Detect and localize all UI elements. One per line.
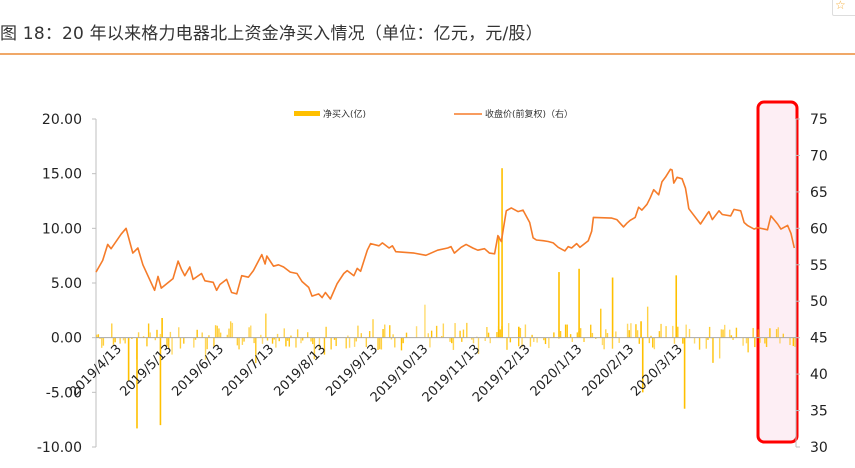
star-icon: ☆ bbox=[835, 0, 846, 12]
x-axis-tick: 2020/1/13 bbox=[528, 342, 586, 400]
left-axis-tick: 10.00 bbox=[42, 221, 82, 237]
x-axis-tick: 2019/6/13 bbox=[169, 342, 227, 400]
legend-close-price: 收盘价(前复权)（右） bbox=[485, 108, 573, 120]
right-axis-tick: 70 bbox=[810, 148, 828, 164]
title-divider bbox=[0, 53, 855, 55]
right-axis-tick: 45 bbox=[810, 331, 828, 347]
x-axis-tick: 2019/7/13 bbox=[220, 342, 278, 400]
x-axis-tick: 2020/3/13 bbox=[628, 342, 686, 400]
legend-net-buy: 净买入(亿) bbox=[323, 108, 366, 120]
right-axis-tick: 35 bbox=[810, 404, 828, 420]
right-axis-tick: 75 bbox=[810, 112, 828, 128]
right-axis-tick: 55 bbox=[810, 258, 828, 274]
x-axis-tick: 2020/2/13 bbox=[580, 342, 638, 400]
left-axis-tick: 0.00 bbox=[51, 331, 82, 347]
left-axis-tick: 5.00 bbox=[51, 276, 82, 292]
left-axis-tick: -5.00 bbox=[46, 385, 82, 401]
left-axis-tick: 20.00 bbox=[42, 112, 82, 128]
x-axis-tick: 2019/5/13 bbox=[117, 342, 175, 400]
right-axis-tick: 50 bbox=[810, 294, 828, 310]
x-axis-tick: 2019/8/13 bbox=[271, 342, 329, 400]
right-axis-tick: 65 bbox=[810, 185, 828, 201]
left-axis-tick: 15.00 bbox=[42, 167, 82, 183]
left-axis-tick: -10.00 bbox=[37, 440, 82, 456]
legend: 净买入(亿) 收盘价(前复权)（右） bbox=[294, 108, 573, 120]
right-axis-tick: 60 bbox=[810, 221, 828, 237]
favorite-button[interactable]: ☆ bbox=[832, 0, 855, 16]
right-axis-tick: 40 bbox=[810, 367, 828, 383]
chart-title: 图 18：20 年以来格力电器北上资金净买入情况（单位：亿元，元/股） bbox=[0, 24, 543, 44]
highlight-box bbox=[756, 100, 799, 444]
right-axis-tick: 30 bbox=[810, 440, 828, 456]
net-buy-bars bbox=[96, 168, 796, 429]
close-price-line bbox=[95, 168, 796, 300]
